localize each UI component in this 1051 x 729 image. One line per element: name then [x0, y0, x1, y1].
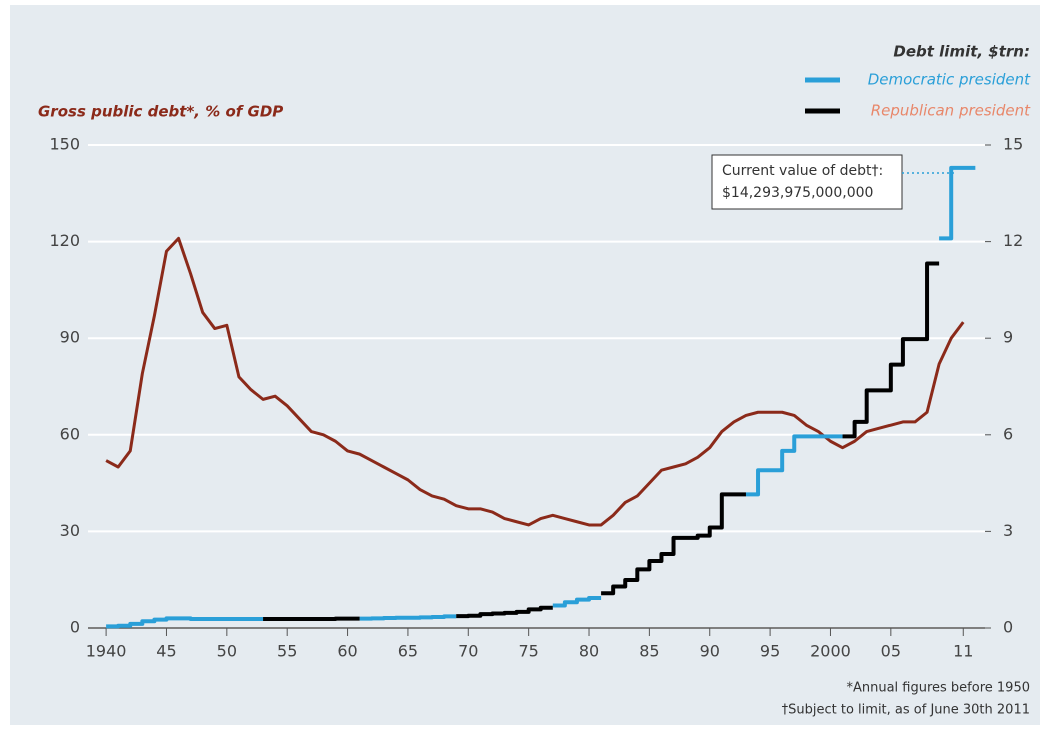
x-tick-label: 05 — [881, 642, 901, 661]
series-line — [842, 261, 940, 439]
legend-label: Republican president — [871, 102, 1031, 120]
series-line — [359, 614, 457, 621]
x-tick-label: 75 — [518, 642, 538, 661]
y2-tick-label: 0 — [1003, 618, 1013, 637]
y-tick-label: 60 — [60, 424, 80, 443]
x-tick-label: 2000 — [810, 642, 851, 661]
x-tick-label: 50 — [217, 642, 237, 661]
y2-tick-label: 9 — [1003, 328, 1013, 347]
x-tick-label: 80 — [579, 642, 599, 661]
annotation-box — [711, 154, 903, 210]
y-tick-label: 150 — [49, 135, 80, 154]
y-tick-label: 90 — [60, 328, 80, 347]
series-line — [601, 492, 746, 596]
x-tick-label: 45 — [156, 642, 176, 661]
y2-tick-label: 12 — [1003, 231, 1023, 250]
footnote: *Annual figures before 1950 — [846, 681, 1030, 696]
footnote: †Subject to limit, as of June 30th 2011 — [782, 703, 1030, 718]
y2-tick-label: 15 — [1003, 135, 1023, 154]
series-line — [106, 616, 264, 629]
annotation-text: Current value of debt†: — [722, 163, 883, 179]
x-tick-label: 55 — [277, 642, 297, 661]
series-line — [105, 236, 965, 527]
background — [10, 5, 1040, 725]
x-tick-label: 90 — [700, 642, 720, 661]
x-tick-label: 70 — [458, 642, 478, 661]
x-tick-label: 60 — [337, 642, 357, 661]
x-tick-label: 1940 — [86, 642, 127, 661]
legend-label: Democratic president — [868, 71, 1031, 89]
series-line — [745, 434, 843, 497]
y-axis-label: Gross public debt*, % of GDP — [38, 103, 283, 121]
x-tick-label: 95 — [760, 642, 780, 661]
x-tick-label: 85 — [639, 642, 659, 661]
series-line — [939, 165, 976, 241]
x-tick-label: 11 — [953, 642, 973, 661]
annotation-text: $14,293,975,000,000 — [722, 185, 873, 201]
legend-title: Debt limit, $trn: — [893, 43, 1030, 61]
y-tick-label: 0 — [70, 618, 80, 637]
series-line — [456, 605, 553, 619]
x-tick-label: 65 — [398, 642, 418, 661]
y-tick-label: 30 — [60, 521, 80, 540]
y-tick-label: 120 — [49, 231, 80, 250]
series-line — [552, 596, 602, 608]
y2-tick-label: 6 — [1003, 424, 1013, 443]
y2-tick-label: 3 — [1003, 521, 1013, 540]
